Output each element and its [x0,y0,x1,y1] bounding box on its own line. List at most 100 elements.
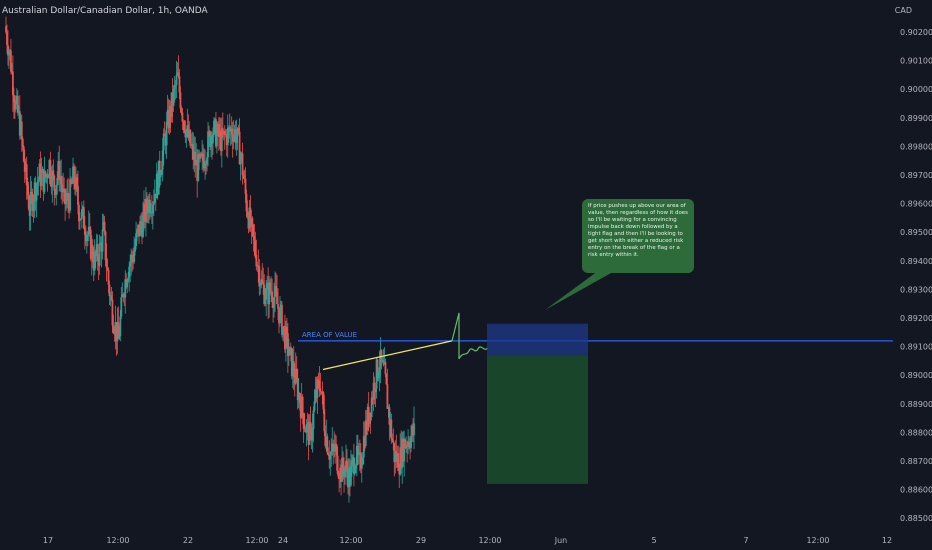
candle-body [303,428,306,430]
candle-body [299,403,302,418]
candle-body [254,240,257,255]
y-tick-label: 0.90100 [900,57,932,66]
candle-body [199,153,202,159]
y-tick-label: 0.89700 [900,171,932,180]
area-of-value-label: AREA OF VALUE [302,331,358,339]
candle-body [17,111,20,114]
candle-body [7,45,9,56]
candle-body [11,71,13,73]
candle-body [18,111,21,136]
candle-body [341,457,343,482]
candle-body [237,127,240,132]
candle-body [352,457,355,474]
candle-body [183,121,186,131]
candle-body [77,186,79,205]
candle-body [121,294,124,298]
candle-body [16,95,19,114]
candle-body [20,121,23,139]
candle-body [342,457,344,470]
candle-body [180,108,183,113]
candle-body [22,146,25,162]
candle-body [96,244,99,261]
candle-body [122,294,125,297]
candle-body [71,183,73,185]
candle-body [223,131,226,135]
candle-body [172,88,175,106]
candle-body [242,175,245,179]
candle-body [138,224,140,237]
candle-body [364,420,367,447]
candle-body [51,170,54,187]
candle-body [162,133,165,151]
candle-body [268,282,271,305]
candle-body [326,436,329,453]
candle-body [276,292,278,305]
candle-body [167,110,170,129]
candle-body [411,425,413,436]
candle-body [321,391,324,393]
candle-body [355,445,358,466]
candle-body [93,251,96,271]
candle-body [139,221,141,237]
candle-body [386,384,389,409]
candle-body [116,322,119,342]
candle-body [128,266,131,278]
candle-body [306,422,309,424]
candle-body [37,178,40,182]
candle-body [95,244,98,257]
candle-body [156,173,159,195]
candle-body [405,445,408,449]
candle-body [406,445,409,447]
candle-body [331,443,334,452]
candle-body [191,143,194,145]
candle-body [119,316,122,337]
candle-body [287,354,290,356]
candle-body [281,304,283,335]
candle-body [269,282,272,292]
candle-body [98,243,101,266]
candle-body [346,461,348,472]
candle-body [46,174,49,179]
candle-body [371,397,374,400]
candle-body [161,150,164,170]
candle-body [62,188,65,193]
candle-body [108,284,111,297]
candle-body [48,160,51,178]
trade-note-callout[interactable]: If price pushes up above our area of val… [582,199,694,273]
candle-body [132,258,135,263]
candle-body [123,296,126,298]
candle-body [145,198,147,222]
y-tick-label: 0.89200 [900,314,932,323]
candle-body [257,265,260,267]
candle-body [330,451,333,455]
candle-body [189,130,192,146]
candle-body [291,361,294,377]
candle-body [311,428,314,441]
y-tick-label: 0.90000 [900,85,932,94]
candle-body [293,377,296,384]
candle-body [31,194,34,211]
currency-label: CAD [894,6,912,15]
candle-body [275,286,277,293]
candle-body [150,211,153,214]
candle-body [273,296,275,308]
candle-body [24,164,27,172]
candle-body [252,224,255,237]
candle-body [27,194,30,209]
candle-body [266,283,269,289]
candle-body [186,125,189,131]
candle-body [88,226,91,230]
candle-body [236,127,239,136]
candle-body [29,191,32,216]
candle-body [234,129,237,144]
candle-body [165,121,168,146]
candle-body [358,452,361,455]
candle-body [72,166,74,184]
candle-body [309,422,312,428]
candle-body [372,382,375,400]
candle-body [327,452,330,455]
candle-body [202,153,205,161]
candle-body [32,201,35,211]
candle-body [34,182,37,201]
